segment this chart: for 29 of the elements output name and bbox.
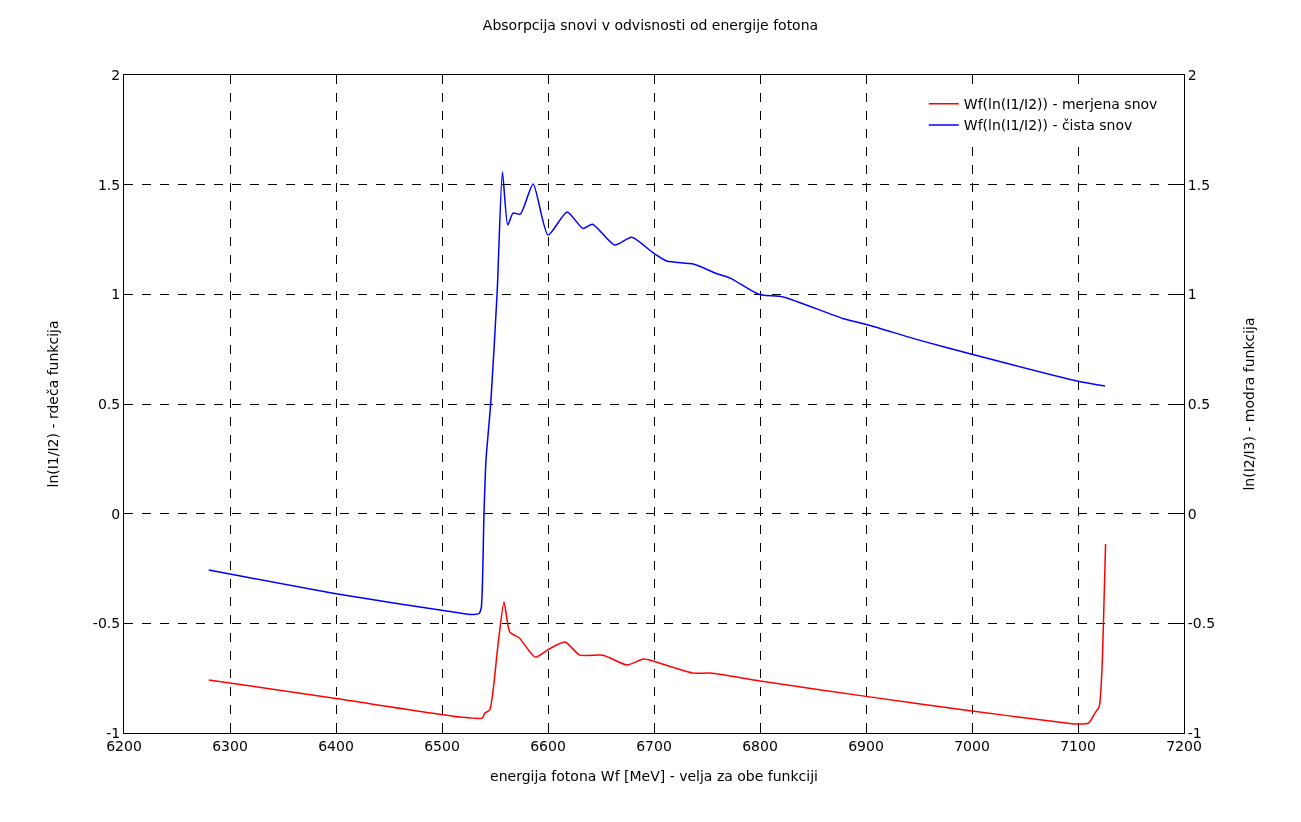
chart-title: Absorpcija snovi v odvisnosti od energije fotona	[482, 17, 819, 34]
y2-tick-label: 0	[1187, 505, 1197, 522]
y2-tick-label: 1.5	[1187, 176, 1211, 193]
legend-label: Wf(ln(I1/I2)) - čista snov	[963, 117, 1133, 134]
x-tick-label: 7100	[1060, 737, 1096, 754]
y2-tick-label: 2	[1187, 66, 1197, 83]
x-tick-label: 6300	[212, 737, 248, 754]
y-tick-label: -0.5	[92, 615, 121, 632]
y2-tick-label: 0.5	[1187, 395, 1211, 412]
x-tick-label: 6400	[318, 737, 354, 754]
y2-tick-label: 1	[1187, 286, 1197, 303]
x-axis-title: energija fotona Wf [MeV] - velja za obe funkciji	[490, 768, 818, 785]
y-tick-label: 2	[111, 66, 121, 83]
y-tick-label: 1	[111, 286, 121, 303]
y-axis-title: ln(I1/I2) - rdeča funkcija	[45, 320, 62, 488]
y2-axis-title: ln(I2/I3) - modra funkcija	[1241, 317, 1258, 491]
x-tick-label: 6600	[530, 737, 566, 754]
y-tick-label: 0.5	[97, 395, 121, 412]
y-tick-label: 0	[111, 505, 121, 522]
line-series	[208, 543, 1107, 725]
legend-label: Wf(ln(I1/I2)) - merjena snov	[963, 96, 1158, 113]
x-tick-label: 6900	[848, 737, 884, 754]
x-tick-label: 6800	[742, 737, 778, 754]
x-tick-label: 6700	[636, 737, 672, 754]
y-tick-label: 1.5	[97, 176, 121, 193]
x-tick-label: 7000	[954, 737, 990, 754]
y2-tick-label: -0.5	[1187, 615, 1216, 632]
line-series	[208, 171, 1106, 616]
x-tick-label: 6500	[424, 737, 460, 754]
